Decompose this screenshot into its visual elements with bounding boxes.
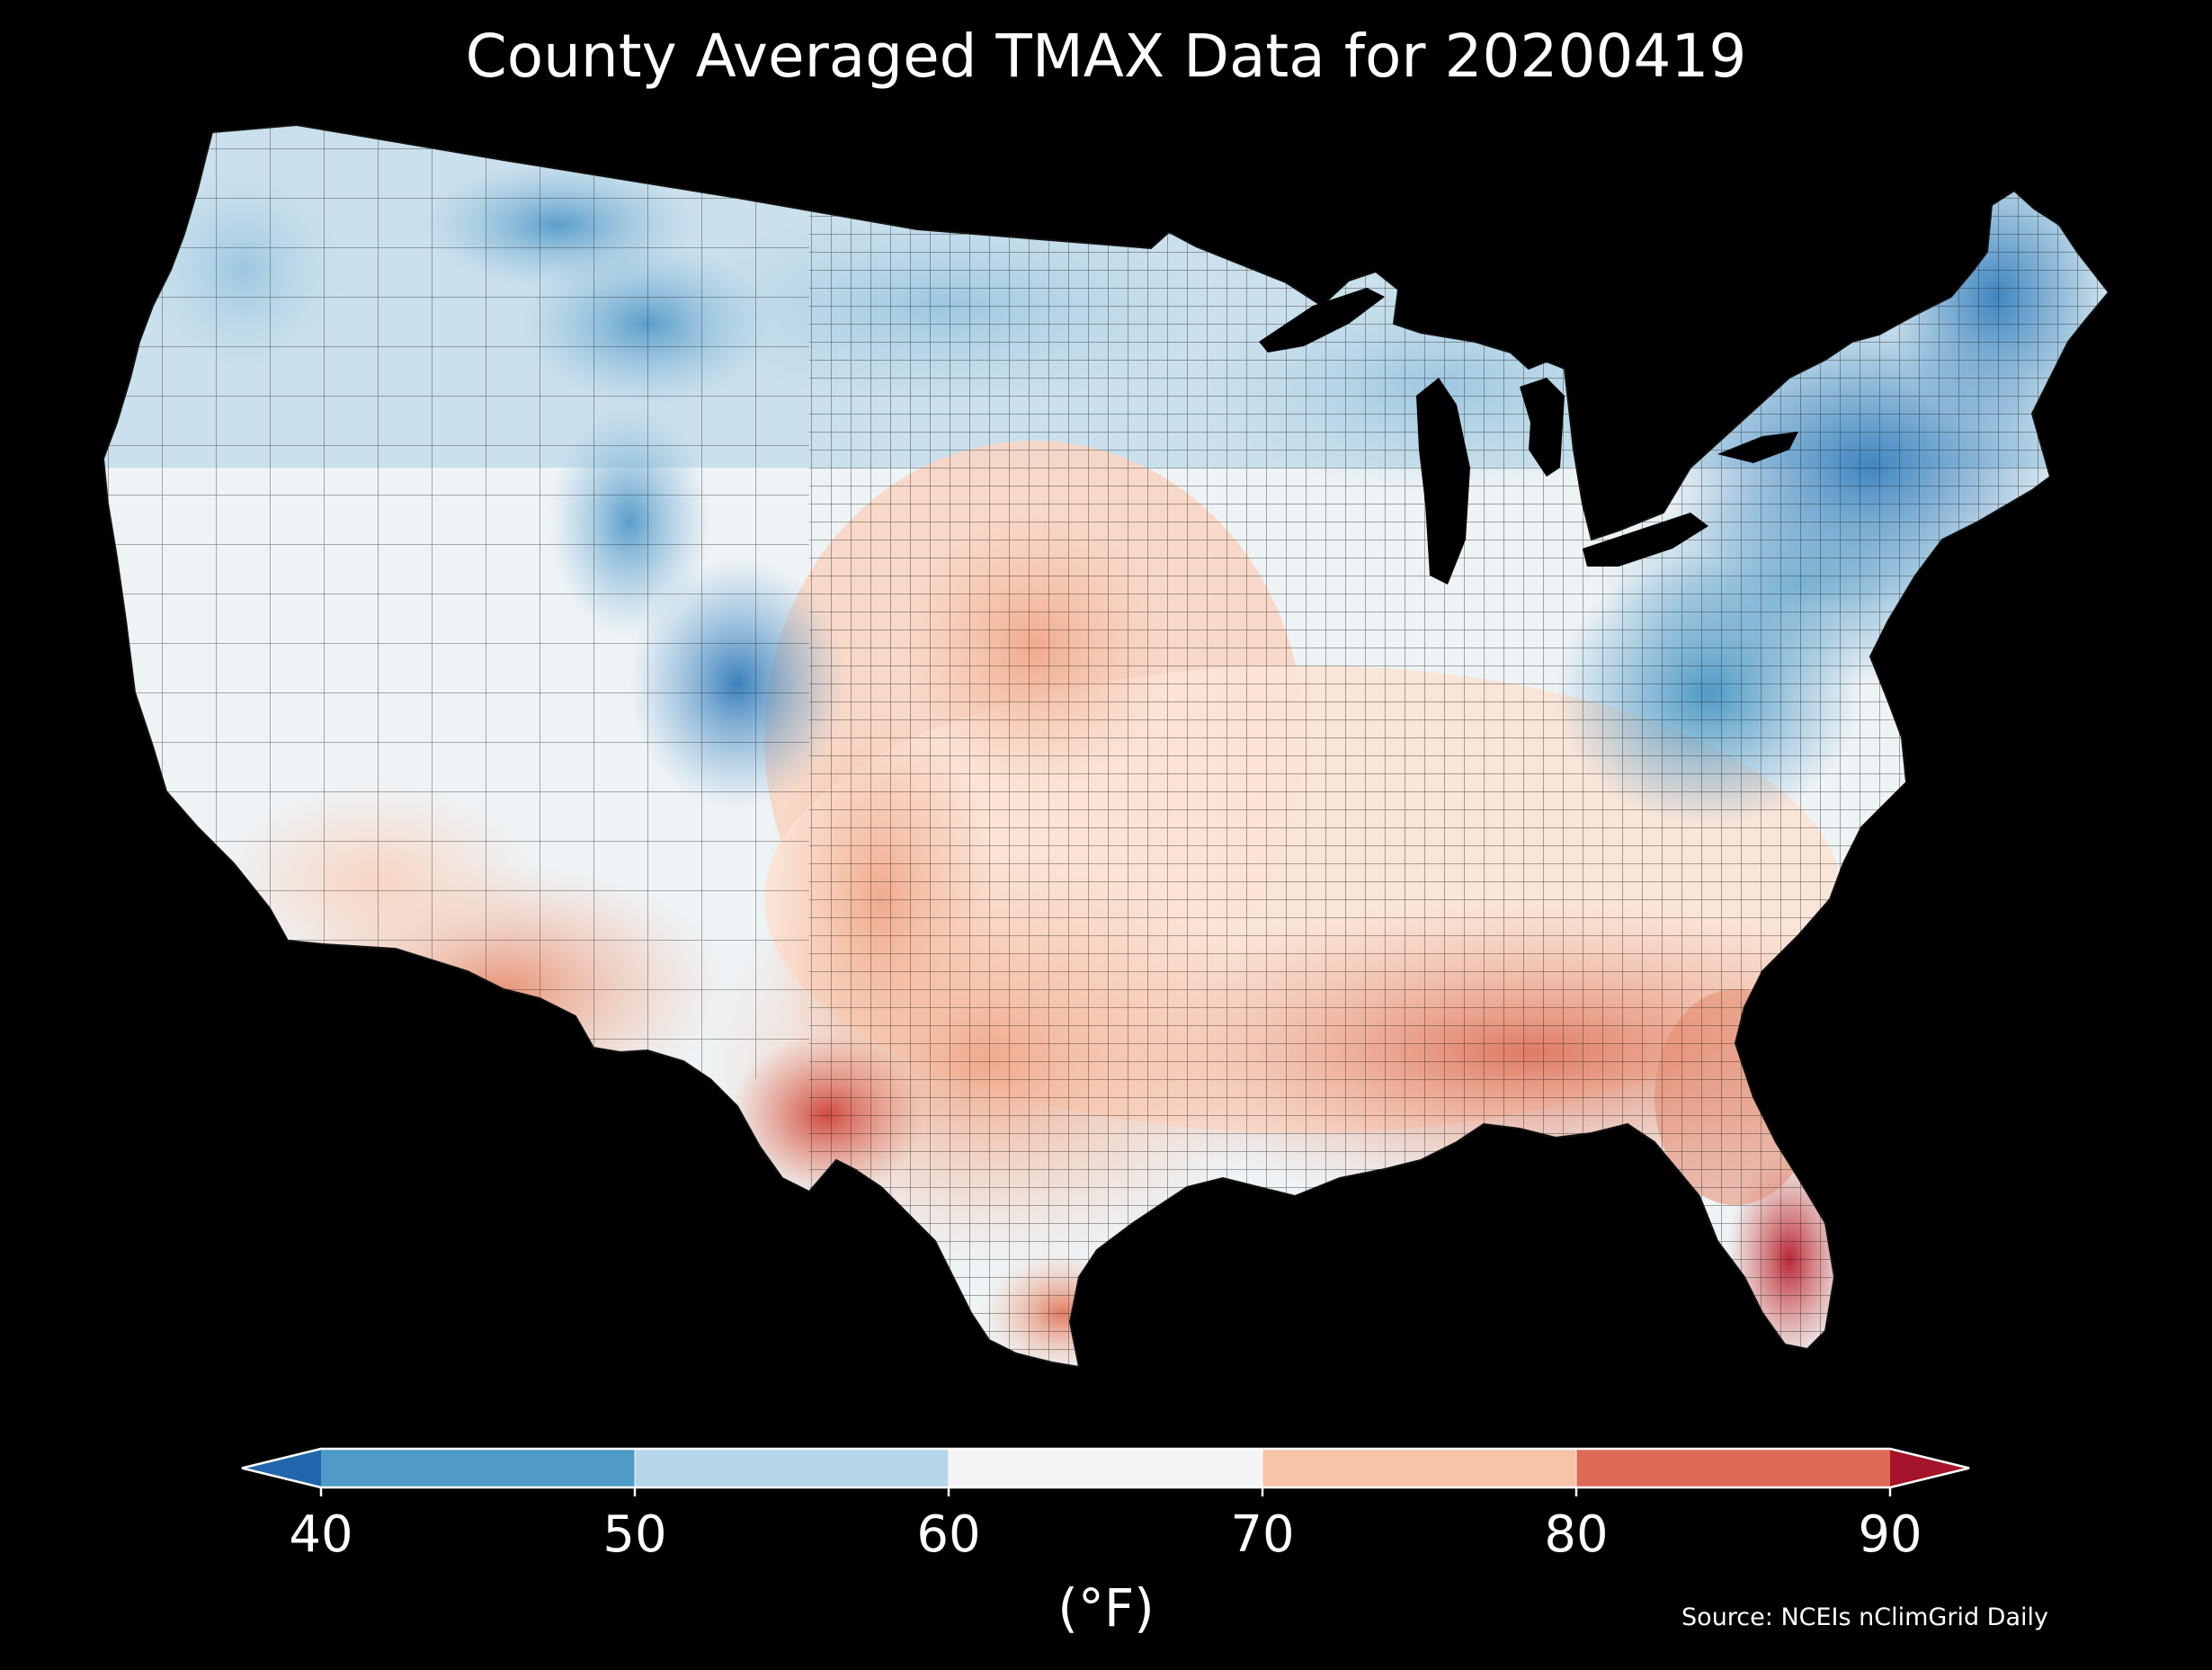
colorbar-tick-label: 90 <box>1858 1505 1922 1564</box>
colorbar-unit-label: (°F) <box>1057 1577 1155 1639</box>
colorbar-tick-label: 60 <box>916 1505 981 1564</box>
map-title: County Averaged TMAX Data for 20200419 <box>465 22 1747 91</box>
us-outline <box>102 123 2110 1369</box>
colorbar-tick-label: 80 <box>1544 1505 1609 1564</box>
colorbar-tick-label: 70 <box>1230 1505 1295 1564</box>
great-lakes <box>1259 288 1798 585</box>
colorbar-tick-label: 40 <box>289 1505 353 1564</box>
colorbar-tick-label: 50 <box>602 1505 667 1564</box>
source-note: Source: NCEIs nClimGrid Daily <box>1681 1603 2048 1631</box>
